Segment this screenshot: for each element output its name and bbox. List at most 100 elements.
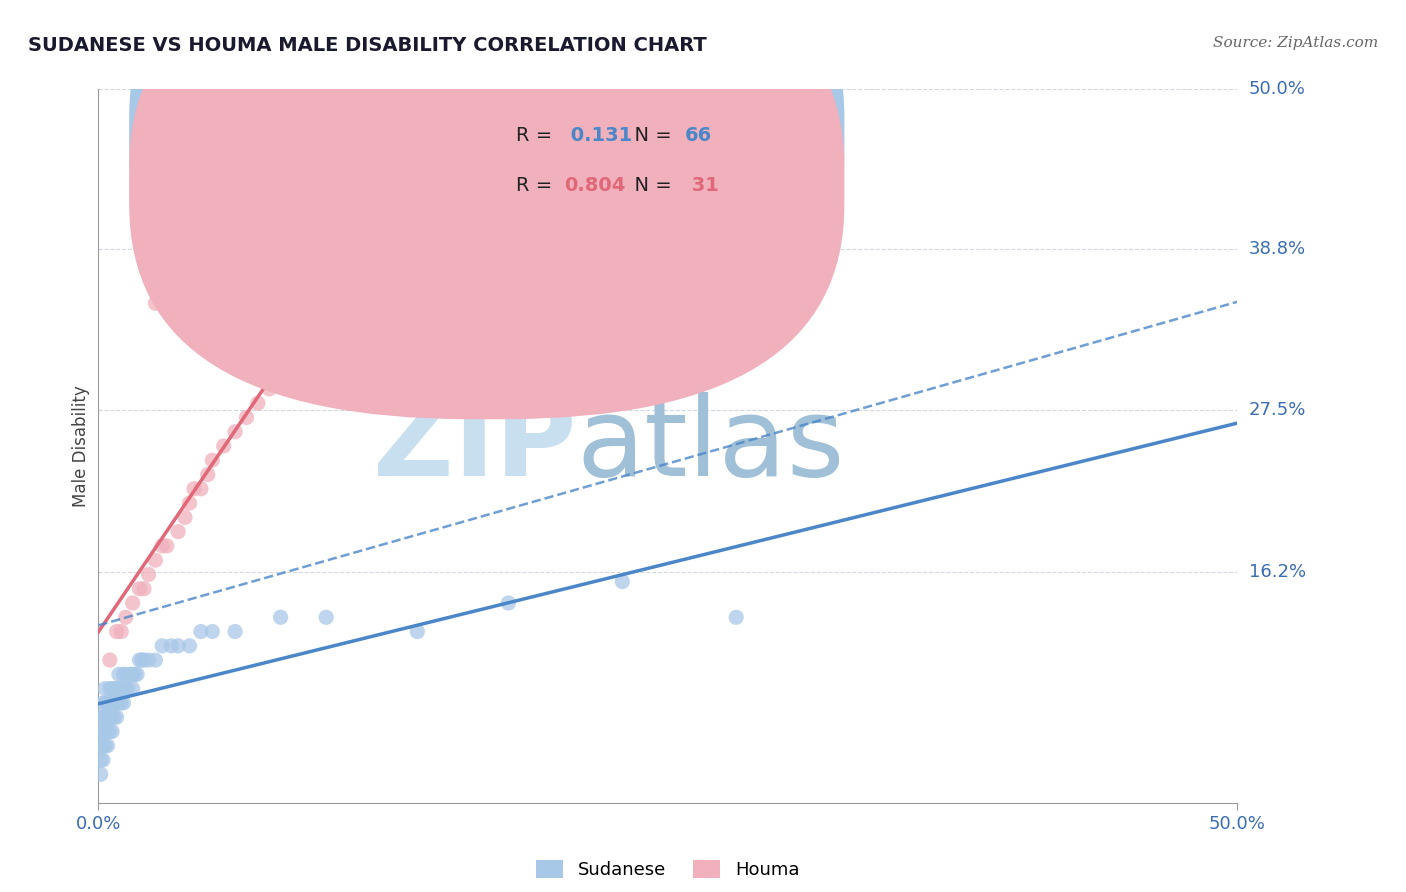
Point: [94, 681, 117, 696]
Point: [138, 567, 160, 582]
Point: [235, 410, 257, 425]
Point: [101, 696, 124, 710]
Point: [105, 624, 128, 639]
Point: [98, 724, 121, 739]
Point: [498, 596, 520, 610]
Point: [156, 539, 179, 553]
Point: [96, 724, 118, 739]
Point: [121, 667, 143, 681]
Point: [270, 610, 292, 624]
Point: [201, 624, 224, 639]
Point: [190, 482, 212, 496]
Point: [384, 225, 406, 239]
Point: [94, 696, 117, 710]
Point: [96, 739, 118, 753]
Point: [183, 482, 205, 496]
Point: [108, 696, 131, 710]
Point: [120, 667, 142, 681]
Point: [90, 753, 112, 767]
Point: [105, 681, 128, 696]
Point: [201, 453, 224, 467]
Point: [190, 624, 212, 639]
Point: [128, 653, 150, 667]
Point: [90, 739, 112, 753]
Point: [197, 467, 219, 482]
Point: [91, 739, 114, 753]
Point: [224, 624, 246, 639]
Point: [349, 196, 371, 211]
Point: [103, 710, 125, 724]
Point: [94, 724, 117, 739]
Point: [91, 696, 114, 710]
Point: [132, 582, 155, 596]
Point: [224, 425, 246, 439]
Point: [101, 681, 124, 696]
Text: R =: R =: [516, 176, 558, 195]
Point: [96, 710, 118, 724]
Point: [132, 653, 155, 667]
Point: [103, 696, 125, 710]
Point: [281, 125, 304, 139]
Text: 66: 66: [685, 126, 713, 145]
Point: [138, 653, 160, 667]
Text: atlas: atlas: [576, 392, 845, 500]
Text: 27.5%: 27.5%: [1249, 401, 1306, 419]
Point: [98, 681, 121, 696]
Point: [108, 681, 131, 696]
FancyBboxPatch shape: [451, 100, 748, 228]
Point: [105, 710, 128, 724]
Point: [117, 681, 139, 696]
Point: [110, 624, 132, 639]
Text: 31: 31: [685, 176, 718, 195]
Text: ZIP: ZIP: [374, 392, 576, 500]
Point: [112, 667, 135, 681]
Point: [160, 639, 183, 653]
Point: [246, 396, 269, 410]
Point: [167, 524, 190, 539]
Point: [91, 710, 114, 724]
Legend: Sudanese, Houma: Sudanese, Houma: [529, 853, 807, 887]
Point: [98, 710, 121, 724]
Text: Source: ZipAtlas.com: Source: ZipAtlas.com: [1212, 36, 1378, 50]
Point: [315, 310, 337, 325]
Point: [114, 667, 136, 681]
Point: [112, 696, 135, 710]
Point: [131, 653, 153, 667]
Point: [179, 639, 201, 653]
Point: [406, 196, 429, 211]
Point: [114, 610, 136, 624]
Point: [259, 382, 281, 396]
Point: [121, 681, 143, 696]
Point: [145, 653, 167, 667]
Text: N =: N =: [623, 176, 678, 195]
Text: N =: N =: [623, 126, 678, 145]
Point: [150, 539, 173, 553]
Point: [105, 696, 128, 710]
Point: [110, 696, 132, 710]
Point: [174, 510, 197, 524]
Text: 50.0%: 50.0%: [1249, 80, 1306, 98]
Point: [110, 681, 132, 696]
Point: [145, 553, 167, 567]
Point: [315, 610, 337, 624]
Point: [91, 753, 114, 767]
Point: [108, 667, 131, 681]
Point: [94, 739, 117, 753]
Point: [94, 710, 117, 724]
Point: [270, 368, 292, 382]
Point: [90, 724, 112, 739]
Point: [103, 681, 125, 696]
Y-axis label: Male Disability: Male Disability: [72, 385, 90, 507]
Text: 0.804: 0.804: [564, 176, 626, 195]
Point: [212, 439, 235, 453]
Point: [128, 582, 150, 596]
Point: [167, 639, 190, 653]
Point: [124, 667, 146, 681]
Point: [145, 296, 167, 310]
Point: [360, 253, 382, 268]
Point: [406, 624, 429, 639]
Point: [114, 681, 136, 696]
Point: [725, 610, 748, 624]
Point: [96, 696, 118, 710]
Text: R =: R =: [516, 126, 558, 145]
